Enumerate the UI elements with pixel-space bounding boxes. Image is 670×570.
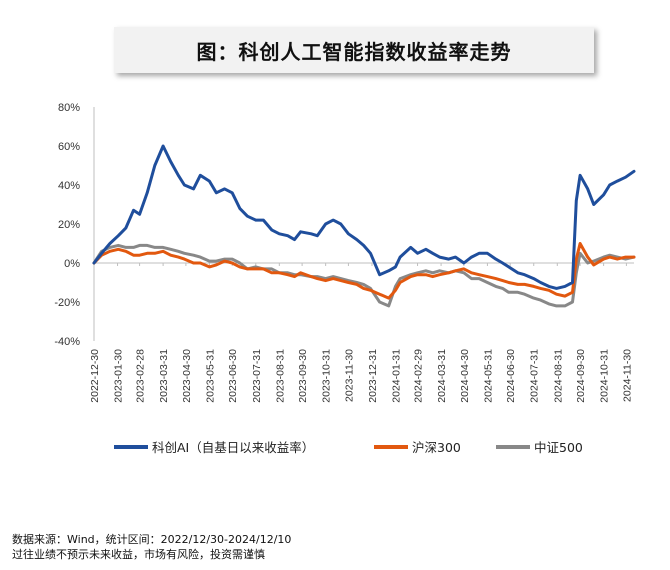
chart-title: 图：科创人工智能指数收益率走势	[196, 39, 512, 64]
y-tick-label: 20%	[58, 219, 80, 231]
y-tick-label: -40%	[54, 336, 80, 348]
x-tick-label: 2024-07-31	[529, 349, 541, 403]
chart-title-box: 图：科创人工智能指数收益率走势	[114, 27, 594, 73]
x-tick-label: 2024-09-30	[575, 349, 587, 403]
x-tick-label: 2023-05-31	[204, 349, 216, 403]
x-tick-label: 2023-01-30	[113, 349, 125, 403]
x-tick-label: 2023-02-28	[135, 349, 147, 403]
x-tick-label: 2023-07-31	[251, 349, 263, 403]
legend-label: 中证500	[534, 440, 583, 455]
x-tick-label: 2023-10-31	[321, 349, 333, 403]
x-tick-label: 2023-06-30	[227, 349, 239, 403]
x-tick-label: 2024-08-31	[552, 349, 564, 403]
x-tick-label: 2024-03-31	[436, 349, 448, 403]
x-tick-label: 2024-11-30	[621, 349, 633, 402]
line-chart: -40% -20% 0% 20% 40% 60% 80% 2022-12-30 2023-01…	[54, 102, 636, 455]
x-axis: 2022-12-30 2023-01-30 2023-02-28 2023-03-31…	[89, 262, 634, 403]
x-tick-label: 2023-11-30	[343, 349, 355, 402]
x-tick-label: 2022-12-30	[89, 349, 101, 403]
series-line	[92, 242, 636, 300]
x-tick-label: 2024-02-29	[413, 349, 425, 403]
legend-label: 科创AI（自基日以来收益率）	[152, 440, 314, 455]
source-line: 数据来源：Wind，统计区间：2022/12/30-2024/12/10	[12, 533, 292, 546]
y-tick-label: 80%	[58, 102, 80, 114]
x-tick-label: 2023-03-31	[158, 349, 170, 403]
x-tick-label: 2023-08-31	[274, 349, 286, 403]
legend: 科创AI（自基日以来收益率） 沪深300 中证500	[114, 440, 583, 455]
y-tick-label: 60%	[58, 141, 80, 153]
x-tick-label: 2024-10-31	[599, 349, 611, 403]
x-tick-label: 2024-04-30	[459, 349, 471, 403]
y-axis: -40% -20% 0% 20% 40% 60% 80%	[54, 102, 95, 348]
source-note: 数据来源：Wind，统计区间：2022/12/30-2024/12/10 过往业…	[12, 532, 291, 562]
series-line	[92, 243, 636, 308]
x-tick-label: 2024-01-31	[391, 349, 403, 403]
disclaimer-line: 过往业绩不预示未来收益，市场有风险，投资需谨慎	[12, 548, 265, 561]
series-line	[92, 144, 636, 290]
x-tick-label: 2023-12-31	[367, 349, 379, 403]
x-tick-label: 2023-09-30	[297, 349, 309, 403]
x-tick-label: 2023-04-30	[181, 349, 193, 403]
y-tick-label: 40%	[58, 180, 80, 192]
legend-label: 沪深300	[412, 440, 461, 455]
y-tick-label: 0%	[64, 258, 80, 270]
x-tick-label: 2024-05-31	[482, 349, 494, 403]
y-tick-label: -20%	[54, 297, 80, 309]
plot-area	[92, 144, 636, 308]
x-tick-label: 2024-06-30	[505, 349, 517, 403]
